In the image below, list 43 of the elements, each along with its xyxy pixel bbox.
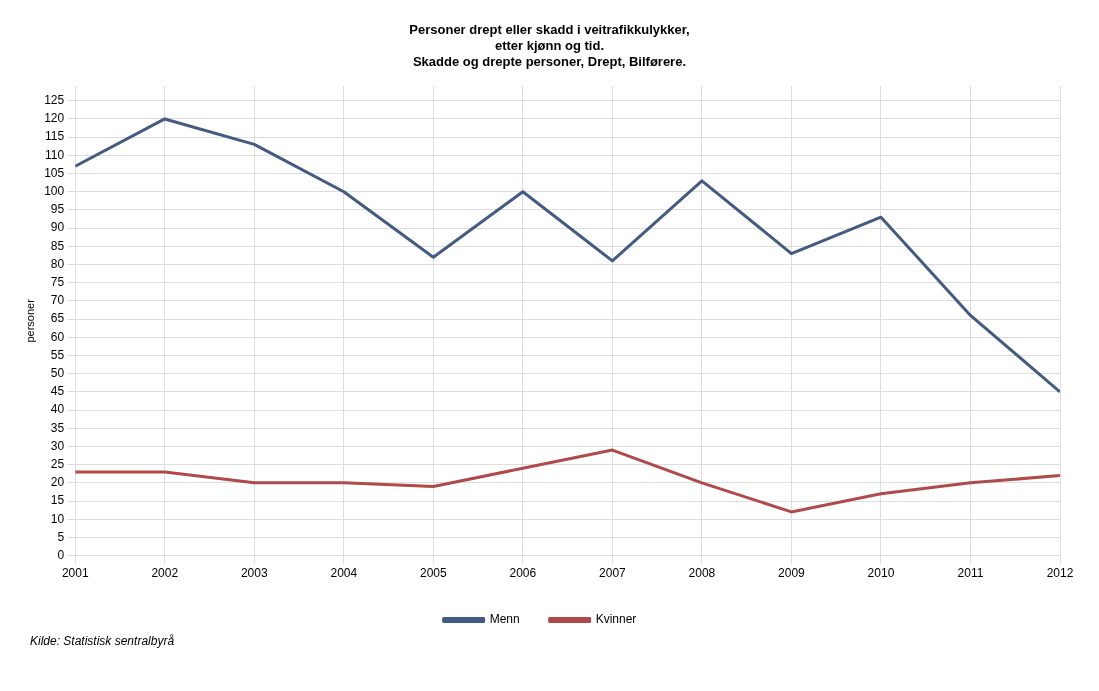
y-tick-label: 120: [44, 111, 65, 126]
y-tick-label: 35: [50, 420, 65, 435]
x-tick-label: 2006: [509, 566, 537, 581]
x-tick-label: 2009: [778, 566, 806, 581]
y-tick-label: 5: [57, 529, 65, 544]
y-tick-label: 50: [50, 365, 65, 380]
y-tick-label: 60: [50, 329, 65, 344]
y-tick-label: 45: [50, 384, 65, 399]
y-tick-label: 15: [50, 493, 65, 508]
y-tick-label: 85: [50, 238, 65, 253]
chart-title: Personer drept eller skadd i veitrafikkulykker, etter kjønn og tid. Skadde og drepte personer, Drept, Bilførere.: [408, 22, 691, 70]
y-tick-label: 90: [50, 220, 65, 235]
y-tick-label: 105: [44, 165, 65, 180]
y-tick-label: 40: [50, 402, 65, 417]
y-tick-label: 95: [50, 202, 65, 217]
legend-label: Kvinner: [595, 612, 637, 627]
y-tick-label: 70: [50, 293, 65, 308]
x-tick-label: 2010: [867, 566, 895, 581]
y-tick-label: 125: [44, 93, 65, 108]
y-tick-label: 30: [50, 438, 65, 453]
x-tick-label: 2007: [599, 566, 627, 581]
y-tick-label: 25: [50, 456, 65, 471]
x-tick-label: 2008: [688, 566, 716, 581]
y-tick-label: 100: [44, 184, 65, 199]
y-tick-label: 10: [50, 511, 65, 526]
y-tick-label: 75: [50, 275, 65, 290]
y-tick-label: 0: [57, 547, 65, 562]
y-axis-title: personer: [23, 298, 36, 343]
y-tick-label: 110: [45, 147, 65, 162]
y-tick-label: 65: [50, 311, 65, 326]
y-tick-label: 80: [50, 256, 65, 271]
x-tick-label: 2004: [330, 566, 358, 581]
x-tick-label: 2001: [61, 566, 89, 581]
y-tick-label: 115: [45, 129, 65, 144]
legend-label: Menn: [489, 612, 520, 627]
x-tick-label: 2003: [240, 566, 268, 581]
x-tick-label: 2011: [957, 566, 984, 581]
y-tick-label: 20: [50, 475, 65, 490]
x-tick-label: 2005: [419, 566, 447, 581]
x-tick-label: 2012: [1046, 566, 1074, 581]
text: Kilde: Statistisk sentralbyrå: [30, 634, 175, 648]
x-tick-label: 2002: [151, 566, 179, 581]
y-tick-label: 55: [50, 347, 65, 362]
